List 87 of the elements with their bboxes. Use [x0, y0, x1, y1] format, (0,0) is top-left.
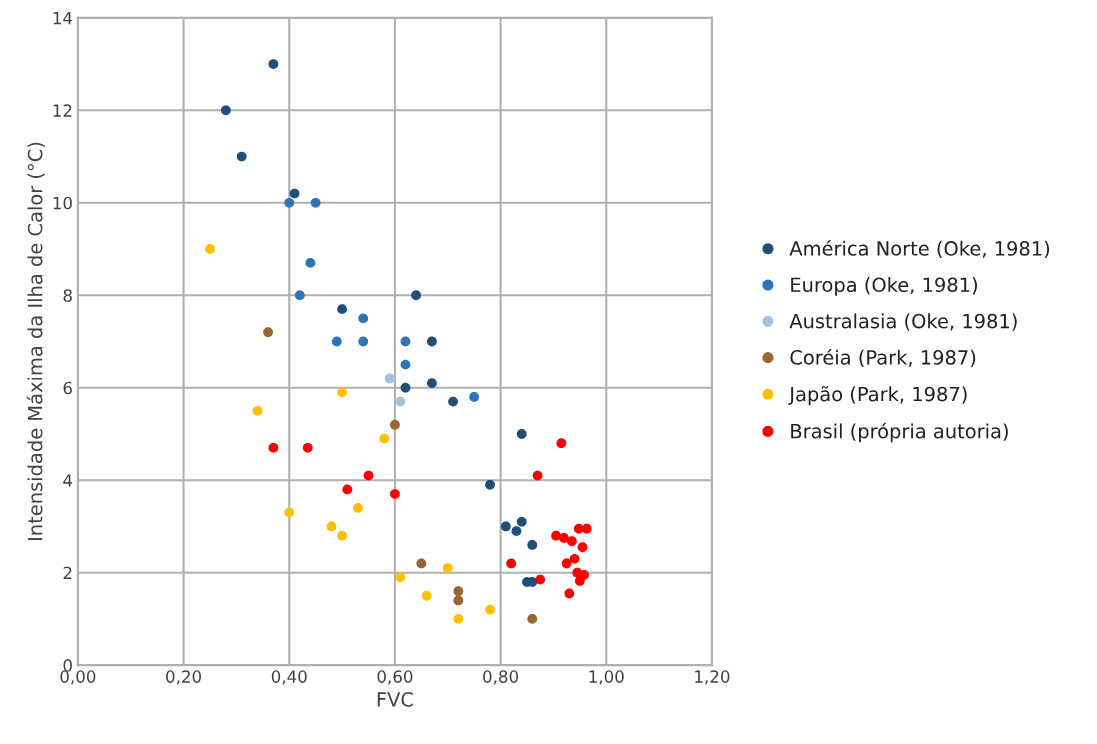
point: [416, 558, 427, 569]
point: [469, 392, 480, 402]
point: [289, 188, 300, 199]
point: [358, 313, 369, 324]
point: [363, 470, 374, 481]
point: [527, 613, 538, 624]
point: [532, 470, 543, 481]
point: [205, 244, 215, 254]
point: [506, 558, 517, 569]
point: [581, 523, 592, 534]
y-tick-label: 10: [53, 196, 72, 210]
x-tick-label: 0,20: [166, 670, 202, 685]
point: [220, 105, 231, 116]
point: [427, 336, 437, 347]
point: [516, 429, 527, 439]
point: [358, 336, 369, 347]
point: [390, 419, 400, 430]
point: [567, 536, 577, 547]
point: [294, 290, 305, 301]
point: [485, 479, 495, 490]
point: [284, 507, 295, 518]
point: [485, 604, 495, 615]
point: [353, 503, 363, 513]
point: [337, 530, 347, 541]
point: [236, 151, 247, 162]
legend-label: Japão (Park, 1987): [788, 386, 967, 406]
point: [268, 59, 279, 69]
point: [400, 359, 411, 370]
legend-label: Australasia (Oke, 1981): [789, 313, 1017, 331]
point: [561, 558, 572, 569]
y-tick-label: 0: [63, 659, 72, 672]
point: [516, 516, 527, 527]
point: [442, 563, 453, 573]
point: [556, 438, 567, 449]
point: [263, 327, 274, 338]
point: [268, 442, 279, 453]
point: [559, 533, 569, 543]
point: [500, 521, 511, 532]
point: [395, 572, 406, 583]
legend-label: Europa (Oke, 1981): [791, 277, 977, 296]
point: [400, 382, 411, 393]
point: [535, 574, 546, 585]
point: [527, 540, 538, 550]
point: [337, 387, 347, 398]
y-axis-title: Intensidade Máxima da Ilha de Calor (°C): [26, 142, 45, 540]
point: [379, 433, 390, 444]
x-tick-label: 0,60: [377, 670, 413, 685]
x-tick-label: 0,80: [483, 670, 519, 685]
point: [427, 378, 437, 389]
point: [511, 526, 522, 536]
legend-label: Coréia (Park, 1987): [790, 348, 976, 368]
point: [400, 336, 411, 347]
point: [252, 405, 263, 416]
point: [342, 484, 353, 495]
point: [564, 588, 575, 599]
point: [411, 290, 421, 301]
legend-label: América Norte (Oke, 1981): [789, 239, 1050, 259]
point: [448, 396, 458, 407]
point: [326, 521, 337, 532]
y-tick-label: 2: [63, 566, 72, 579]
point: [421, 590, 432, 601]
point: [569, 553, 580, 564]
point: [574, 576, 585, 586]
point: [331, 336, 342, 347]
point: [395, 396, 406, 407]
point: [577, 542, 588, 553]
point: [384, 373, 395, 384]
y-tick-label: 4: [63, 474, 73, 487]
x-tick-label: 0,00: [60, 670, 96, 685]
point: [302, 442, 313, 453]
x-tick-label: 0,40: [271, 670, 307, 685]
point: [453, 595, 464, 606]
x-axis-title: FVC: [377, 692, 413, 707]
x-tick-label: 1,20: [695, 670, 730, 685]
y-tick-label: 14: [53, 12, 73, 25]
x-tick-label: 1,00: [589, 670, 624, 685]
point: [310, 197, 321, 208]
point: [453, 613, 464, 624]
point: [305, 257, 316, 268]
point: [284, 197, 295, 208]
point: [453, 586, 464, 597]
y-tick-label: 6: [63, 381, 72, 395]
legend-label: Brasil (própria autoria): [791, 422, 1008, 443]
point: [390, 489, 400, 499]
y-tick-label: 8: [63, 289, 72, 302]
y-tick-label: 12: [53, 104, 72, 117]
point: [337, 304, 347, 315]
